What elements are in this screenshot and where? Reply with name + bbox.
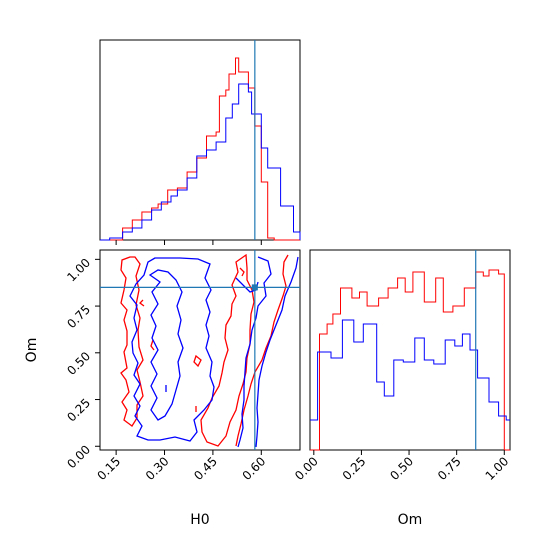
h0-marginal-panel <box>99 39 301 245</box>
om-x-tick-label-3: 0.50 <box>387 454 416 483</box>
om-x-tick-label-5: 1.00 <box>483 454 512 483</box>
om-y-tick-label-1: 0.00 <box>64 442 93 471</box>
h0-tick-label-4: 0.60 <box>240 454 269 483</box>
x-axis-label-om: Om <box>398 512 423 528</box>
om-marginal-panel: 0.00 0.25 0.50 0.75 1.00 <box>292 249 512 483</box>
h0-tick-label-3: 0.45 <box>191 454 220 483</box>
om-x-tick-label-2: 0.25 <box>340 454 369 483</box>
h0-hist-series-2 <box>100 83 301 241</box>
om-y-tick-label-2: 0.25 <box>64 396 93 425</box>
red-contour-set <box>120 253 289 447</box>
om-y-tick-label-5: 1.00 <box>64 256 93 285</box>
h0-tick-label-1: 0.15 <box>94 454 123 483</box>
om-hist-series-1 <box>310 269 510 451</box>
om-y-tick-label-3: 0.50 <box>64 349 93 378</box>
om-hist-series-2 <box>310 319 510 421</box>
om-x-tick-label-1: 0.00 <box>292 454 321 483</box>
joint-truth-marker <box>251 284 258 291</box>
h0-tick-label-2: 0.30 <box>143 454 172 483</box>
om-y-tick-label-4: 0.75 <box>64 302 93 331</box>
blue-contour-set <box>129 256 299 448</box>
h0-om-contour-panel: 0.15 0.30 0.45 0.60 0.00 0.25 0.50 0.75 1.00 <box>64 249 301 483</box>
x-axis-label-h0: H0 <box>190 512 209 528</box>
om-x-tick-label-4: 0.75 <box>435 454 464 483</box>
y-axis-label-om: Om <box>24 338 40 363</box>
